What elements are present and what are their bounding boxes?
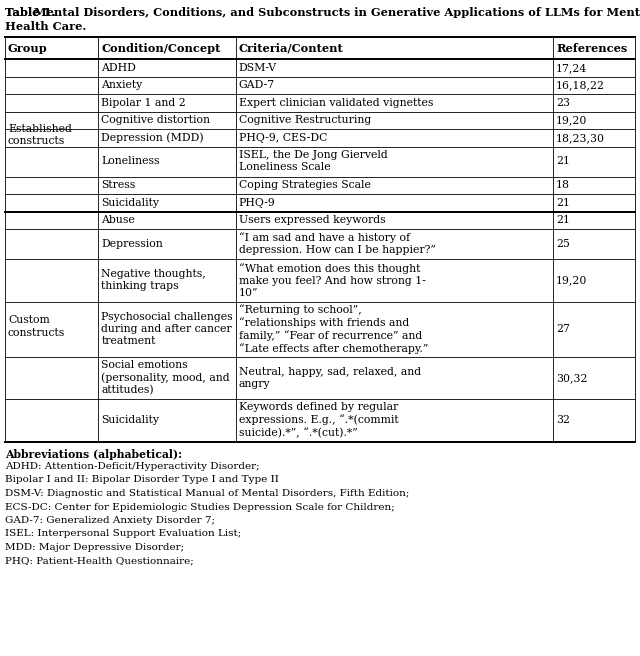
Text: Depression (MDD): Depression (MDD): [101, 133, 204, 143]
Text: Criteria/Content: Criteria/Content: [239, 43, 343, 54]
Text: ECS-DC: Center for Epidemiologic Studies Depression Scale for Children;: ECS-DC: Center for Epidemiologic Studies…: [5, 502, 395, 512]
Text: 21: 21: [556, 215, 570, 225]
Text: Suicidality: Suicidality: [101, 415, 159, 425]
Text: Anxiety: Anxiety: [101, 80, 143, 91]
Text: ADHD: Attention-Deficit/Hyperactivity Disorder;: ADHD: Attention-Deficit/Hyperactivity Di…: [5, 462, 260, 471]
Text: Abuse: Abuse: [101, 215, 135, 225]
Text: Table 1.: Table 1.: [5, 7, 56, 18]
Text: “I am sad and have a history of
depression. How can I be happier?”: “I am sad and have a history of depressi…: [239, 233, 435, 255]
Text: Stress: Stress: [101, 180, 136, 190]
Text: Cognitive distortion: Cognitive distortion: [101, 115, 210, 125]
Text: Table 1.: Table 1.: [5, 7, 56, 18]
Text: Bipolar I and II: Bipolar Disorder Type I and Type II: Bipolar I and II: Bipolar Disorder Type …: [5, 476, 279, 485]
Text: Psychosocial challenges
during and after cancer
treatment: Psychosocial challenges during and after…: [101, 312, 233, 346]
Text: 19,20: 19,20: [556, 115, 588, 125]
Text: GAD-7: Generalized Anxiety Disorder 7;: GAD-7: Generalized Anxiety Disorder 7;: [5, 516, 215, 525]
Text: PHQ: Patient-Health Questionnaire;: PHQ: Patient-Health Questionnaire;: [5, 556, 194, 565]
Text: 18,23,30: 18,23,30: [556, 133, 605, 143]
Text: “What emotion does this thought
make you feel? And how strong 1-
10”: “What emotion does this thought make you…: [239, 263, 426, 298]
Text: DSM-V: Diagnostic and Statistical Manual of Mental Disorders, Fifth Edition;: DSM-V: Diagnostic and Statistical Manual…: [5, 489, 410, 498]
Text: Negative thoughts,
thinking traps: Negative thoughts, thinking traps: [101, 269, 206, 291]
Text: MDD: Major Depressive Disorder;: MDD: Major Depressive Disorder;: [5, 543, 184, 552]
Text: Depression: Depression: [101, 239, 163, 249]
Text: PHQ-9, CES-DC: PHQ-9, CES-DC: [239, 133, 327, 143]
Text: 23: 23: [556, 98, 570, 108]
Text: Coping Strategies Scale: Coping Strategies Scale: [239, 180, 371, 190]
Text: Group: Group: [8, 43, 48, 54]
Text: Neutral, happy, sad, relaxed, and
angry: Neutral, happy, sad, relaxed, and angry: [239, 367, 420, 389]
Text: 25: 25: [556, 239, 570, 249]
Text: ADHD: ADHD: [101, 63, 136, 73]
Text: GAD-7: GAD-7: [239, 80, 275, 91]
Text: References: References: [556, 43, 627, 54]
Text: “Returning to school”,
“relationships with friends and
family,” “Fear of recurre: “Returning to school”, “relationships wi…: [239, 304, 428, 354]
Text: Loneliness: Loneliness: [101, 157, 160, 167]
Text: Social emotions
(personality, mood, and
attitudes): Social emotions (personality, mood, and …: [101, 360, 230, 396]
Text: 18: 18: [556, 180, 570, 190]
Text: Abbreviations (alphabetical):: Abbreviations (alphabetical):: [5, 449, 182, 459]
Text: Health Care.: Health Care.: [5, 21, 86, 32]
Text: ISEL: Interpersonal Support Evaluation List;: ISEL: Interpersonal Support Evaluation L…: [5, 529, 241, 539]
Text: DSM-V: DSM-V: [239, 63, 276, 73]
Text: 16,18,22: 16,18,22: [556, 80, 605, 91]
Text: Users expressed keywords: Users expressed keywords: [239, 215, 385, 225]
Text: Custom
constructs: Custom constructs: [8, 316, 65, 338]
Text: 27: 27: [556, 324, 570, 334]
Text: Expert clinician validated vignettes: Expert clinician validated vignettes: [239, 98, 433, 108]
Text: 30,32: 30,32: [556, 373, 588, 382]
Text: Bipolar 1 and 2: Bipolar 1 and 2: [101, 98, 186, 108]
Text: Established
constructs: Established constructs: [8, 124, 72, 146]
Text: Mental Disorders, Conditions, and Subconstructs in Generative Applications of LL: Mental Disorders, Conditions, and Subcon…: [29, 7, 640, 18]
Text: Condition/Concept: Condition/Concept: [101, 43, 221, 54]
Text: Suicidality: Suicidality: [101, 197, 159, 208]
Text: 19,20: 19,20: [556, 276, 588, 285]
Text: PHQ-9: PHQ-9: [239, 197, 275, 208]
Text: 17,24: 17,24: [556, 63, 588, 73]
Text: 21: 21: [556, 157, 570, 167]
Text: 21: 21: [556, 197, 570, 208]
Text: Keywords defined by regular
expressions. E.g., “.*(commit
suicide).*”, “.*(cut).: Keywords defined by regular expressions.…: [239, 402, 398, 438]
Text: Cognitive Restructuring: Cognitive Restructuring: [239, 115, 371, 125]
Text: 32: 32: [556, 415, 570, 425]
Text: ISEL, the De Jong Gierveld
Loneliness Scale: ISEL, the De Jong Gierveld Loneliness Sc…: [239, 150, 387, 173]
